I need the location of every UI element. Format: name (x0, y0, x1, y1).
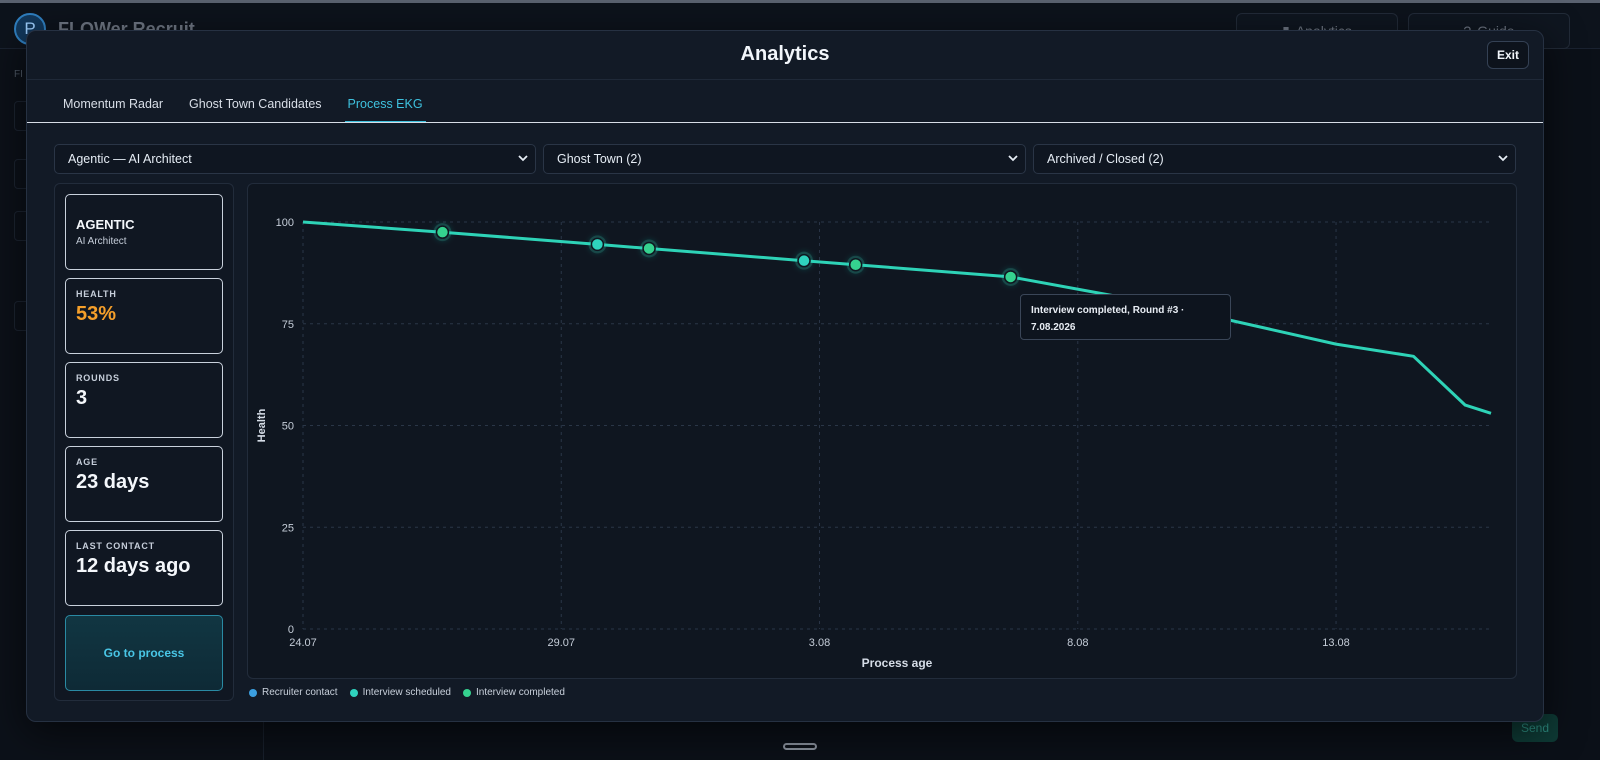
analytics-modal: Analytics Exit Momentum Radar Ghost Town… (26, 30, 1544, 722)
process-ekg-chart: 0 25 50 75 100 24.07 29.07 3.08 8.08 13.08 Process… (247, 183, 1517, 679)
health-label: HEALTH (76, 289, 117, 299)
window-top-border (0, 0, 1600, 3)
category-select[interactable]: Ghost Town (2) (543, 144, 1026, 174)
divider (27, 79, 1543, 80)
tab-process-ekg[interactable]: Process EKG (344, 97, 426, 123)
x-tick-label: 13.08 (1322, 637, 1350, 649)
event-marker (797, 253, 811, 268)
chart-svg: 0 25 50 75 100 24.07 29.07 3.08 8.08 13.08 Process… (256, 217, 1492, 670)
legend-dot-icon (249, 688, 257, 697)
category-select-value: Ghost Town (2) (557, 152, 642, 166)
process-select-value: Agentic — AI Architect (68, 152, 192, 166)
health-value: 53% (76, 303, 117, 325)
event-marker (642, 241, 656, 256)
divider (27, 122, 1543, 123)
process-card: AGENTIC AI Architect (65, 194, 223, 270)
resize-handle[interactable] (783, 743, 817, 750)
chevron-down-icon (518, 155, 528, 162)
role-name: AI Architect (76, 236, 127, 247)
tab-momentum-radar[interactable]: Momentum Radar (63, 97, 164, 111)
age-value: 23 days (76, 471, 150, 493)
analytics-tabs: Momentum Radar Ghost Town Candidates Pro… (63, 97, 439, 123)
legend-item: Recruiter contact (249, 687, 338, 698)
status-select[interactable]: Archived / Closed (2) (1033, 144, 1516, 174)
tab-ghost-town-candidates[interactable]: Ghost Town Candidates (189, 97, 322, 111)
chart-legend: Recruiter contact Interview scheduled Inte… (249, 687, 565, 698)
rounds-label: ROUNDS (76, 373, 120, 383)
last-contact-value: 12 days ago (76, 555, 191, 577)
rounds-card: ROUNDS 3 (65, 362, 223, 438)
event-marker (435, 225, 450, 239)
y-tick-label: 25 (282, 522, 294, 534)
legend-dot-icon (462, 688, 471, 697)
exit-button[interactable]: Exit (1487, 41, 1529, 69)
tooltip-line-2: 7.08.2026 (1031, 322, 1076, 333)
health-line (302, 220, 1492, 415)
y-axis-title: Health (256, 408, 268, 442)
age-label: AGE (76, 457, 98, 467)
health-card: HEALTH 53% (65, 278, 223, 354)
y-tick-label: 0 (288, 624, 294, 636)
last-contact-card: LAST CONTACT 12 days ago (65, 530, 223, 606)
x-tick-label: 29.07 (547, 637, 575, 649)
y-tick-label: 50 (282, 421, 294, 433)
tooltip-line-1: Interview completed, Round #3 · (1031, 305, 1185, 316)
event-marker (1003, 270, 1018, 284)
x-tick-label: 24.07 (289, 637, 317, 649)
go-to-process-button[interactable]: Go to process (65, 615, 223, 691)
company-name: AGENTIC (76, 217, 135, 232)
process-stats-panel: AGENTIC AI Architect HEALTH 53% ROUNDS 3… (54, 183, 234, 701)
legend-item: Interview completed (462, 687, 565, 698)
legend-label: Recruiter contact (262, 687, 338, 698)
sidebar-label: FI (14, 69, 23, 80)
x-tick-label: 3.08 (809, 637, 830, 649)
legend-label: Interview completed (475, 687, 565, 698)
event-marker (848, 257, 863, 272)
legend-item: Interview scheduled (349, 687, 451, 698)
rounds-value: 3 (76, 387, 88, 409)
status-select-value: Archived / Closed (2) (1047, 152, 1164, 166)
legend-label: Interview scheduled (362, 687, 451, 698)
x-tick-label: 8.08 (1067, 637, 1088, 649)
y-tick-label: 100 (276, 217, 294, 229)
legend-dot-icon (349, 688, 358, 697)
chevron-down-icon (1008, 155, 1018, 162)
last-contact-label: LAST CONTACT (76, 541, 155, 551)
process-select[interactable]: Agentic — AI Architect (54, 144, 536, 174)
chart-tooltip: Interview completed, Round #3 · 7.08.202… (1020, 294, 1231, 340)
age-card: AGE 23 days (65, 446, 223, 522)
x-axis-title: Process age (862, 656, 933, 670)
modal-title: Analytics (740, 43, 830, 65)
event-marker (590, 237, 605, 252)
y-tick-label: 75 (282, 319, 294, 331)
chevron-down-icon (1498, 155, 1508, 162)
